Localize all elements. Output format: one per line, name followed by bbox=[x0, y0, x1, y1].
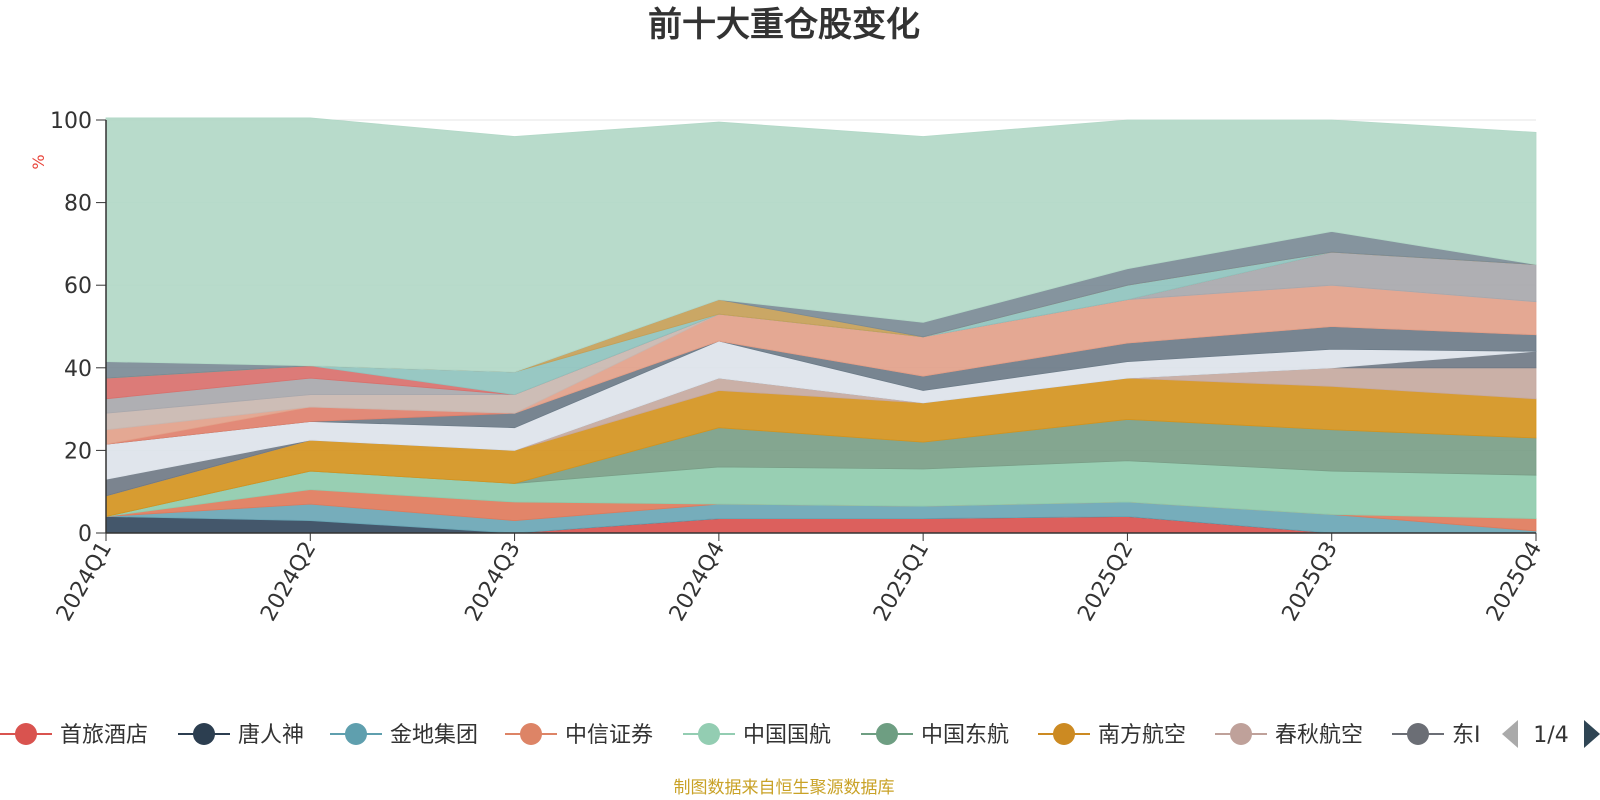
legend-item[interactable]: 中信证券 bbox=[505, 723, 653, 748]
x-tick-label: 2025Q3 bbox=[1278, 538, 1343, 626]
legend-label: 金地集团 bbox=[390, 723, 478, 748]
legend-label: 东I bbox=[1452, 723, 1481, 748]
y-tick-label: 80 bbox=[64, 192, 92, 217]
y-tick-label: 0 bbox=[78, 522, 92, 547]
x-tick-label: 2025Q1 bbox=[869, 538, 934, 626]
x-tick-label: 2024Q1 bbox=[52, 538, 117, 626]
footnote: 制图数据来自恒生聚源数据库 bbox=[674, 778, 895, 798]
y-tick-label: 40 bbox=[64, 357, 92, 382]
legend-item[interactable]: 南方航空 bbox=[1038, 723, 1186, 748]
legend-marker bbox=[1230, 723, 1252, 745]
area-series[interactable] bbox=[105, 117, 1537, 373]
legend-marker bbox=[876, 723, 898, 745]
legend-page-indicator: 1/4 bbox=[1533, 723, 1568, 748]
legend-item[interactable]: 金地集团 bbox=[330, 723, 478, 748]
legend-marker bbox=[1407, 723, 1429, 745]
y-axis-label: % bbox=[29, 154, 48, 169]
legend-marker bbox=[193, 723, 215, 745]
legend-marker bbox=[1053, 723, 1075, 745]
y-tick-label: 100 bbox=[50, 109, 92, 134]
legend-label: 首旅酒店 bbox=[60, 723, 148, 748]
x-tick-label: 2024Q2 bbox=[256, 538, 321, 626]
legend-label: 春秋航空 bbox=[1275, 723, 1363, 748]
legend-next-page-icon[interactable] bbox=[1584, 720, 1600, 748]
legend-item[interactable]: 唐人神 bbox=[178, 723, 304, 748]
legend-marker bbox=[698, 723, 720, 745]
legend-item[interactable]: 春秋航空 bbox=[1215, 723, 1363, 748]
legend-item[interactable]: 首旅酒店 bbox=[0, 723, 148, 748]
legend-marker bbox=[520, 723, 542, 745]
legend-label: 唐人神 bbox=[238, 723, 304, 748]
legend-marker bbox=[345, 723, 367, 745]
legend-items: 首旅酒店 唐人神 金地集团 中信证券 中国国航 中国东航 南方航空 春秋航空 东I bbox=[0, 723, 1481, 748]
legend-item[interactable]: 中国东航 bbox=[861, 723, 1009, 748]
x-tick-label: 2025Q4 bbox=[1482, 538, 1547, 626]
chart-title: 前十大重仓股变化 bbox=[648, 5, 920, 45]
y-tick-label: 60 bbox=[64, 274, 92, 299]
legend-label: 中国国航 bbox=[743, 723, 831, 748]
legend-marker bbox=[15, 723, 37, 745]
x-tick-label: 2024Q4 bbox=[665, 538, 730, 626]
legend: 首旅酒店 唐人神 金地集团 中信证券 中国国航 中国东航 南方航空 春秋航空 东I 1/4 bbox=[0, 720, 1600, 748]
y-tick-label: 20 bbox=[64, 439, 92, 464]
x-tick-label: 2024Q3 bbox=[460, 538, 525, 626]
stacked-areas bbox=[105, 117, 1537, 534]
legend-label: 中信证券 bbox=[565, 723, 653, 748]
legend-prev-page-icon[interactable] bbox=[1502, 720, 1518, 748]
legend-item[interactable]: 东I bbox=[1392, 723, 1481, 748]
legend-item[interactable]: 中国国航 bbox=[683, 723, 831, 748]
legend-label: 中国东航 bbox=[921, 723, 1009, 748]
x-tick-label: 2025Q2 bbox=[1073, 538, 1138, 626]
legend-label: 南方航空 bbox=[1098, 723, 1186, 748]
